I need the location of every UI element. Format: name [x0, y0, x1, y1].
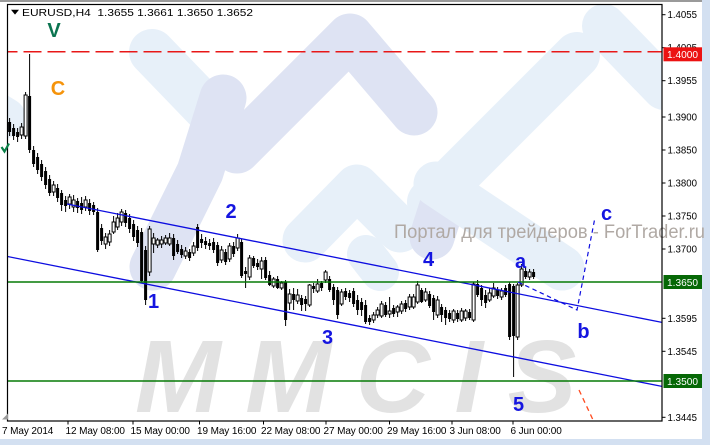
svg-text:1.3955: 1.3955	[668, 76, 698, 87]
svg-text:V: V	[47, 20, 61, 42]
svg-text:29 May 16:00: 29 May 16:00	[387, 426, 447, 437]
svg-text:a: a	[515, 251, 527, 273]
svg-text:12 May 08:00: 12 May 08:00	[66, 426, 126, 437]
svg-text:EURUSD,H4 1.3655 1.3661 1.365: EURUSD,H4 1.3655 1.3661 1.3650 1.3652	[22, 8, 254, 19]
svg-text:4: 4	[423, 249, 435, 271]
svg-text:1.4055: 1.4055	[668, 10, 698, 21]
svg-text:MMCIS: MMCIS	[135, 319, 601, 434]
svg-text:6 Jun 00:00: 6 Jun 00:00	[511, 426, 563, 437]
svg-text:15 May 00:00: 15 May 00:00	[131, 426, 191, 437]
svg-text:7 May 2014: 7 May 2014	[2, 426, 54, 437]
svg-text:1.3700: 1.3700	[668, 245, 698, 256]
svg-text:1.3800: 1.3800	[668, 179, 698, 190]
svg-text:1.3500: 1.3500	[667, 377, 698, 388]
svg-text:1.3900: 1.3900	[668, 113, 698, 124]
svg-text:C: C	[51, 78, 65, 100]
svg-text:b: b	[577, 321, 589, 343]
svg-text:2: 2	[225, 201, 236, 223]
svg-text:19 May 16:00: 19 May 16:00	[197, 426, 257, 437]
svg-text:22 May 08:00: 22 May 08:00	[261, 426, 321, 437]
svg-text:Портал для трейдеров - ForTrad: Портал для трейдеров - ForTrader.ru	[394, 222, 705, 243]
svg-text:1.3750: 1.3750	[668, 212, 698, 223]
svg-text:1.3850: 1.3850	[668, 146, 698, 157]
svg-text:1.3650: 1.3650	[667, 278, 698, 289]
svg-text:1.3545: 1.3545	[668, 347, 698, 358]
svg-text:5: 5	[513, 394, 524, 416]
svg-text:3: 3	[322, 327, 333, 349]
svg-text:1: 1	[148, 291, 159, 313]
svg-text:1.3445: 1.3445	[668, 413, 698, 424]
svg-text:1.4000: 1.4000	[667, 50, 698, 61]
svg-text:1.3595: 1.3595	[668, 314, 698, 325]
svg-text:c: c	[601, 203, 612, 225]
svg-text:3 Jun 08:00: 3 Jun 08:00	[450, 426, 502, 437]
svg-text:27 May 00:00: 27 May 00:00	[324, 426, 384, 437]
